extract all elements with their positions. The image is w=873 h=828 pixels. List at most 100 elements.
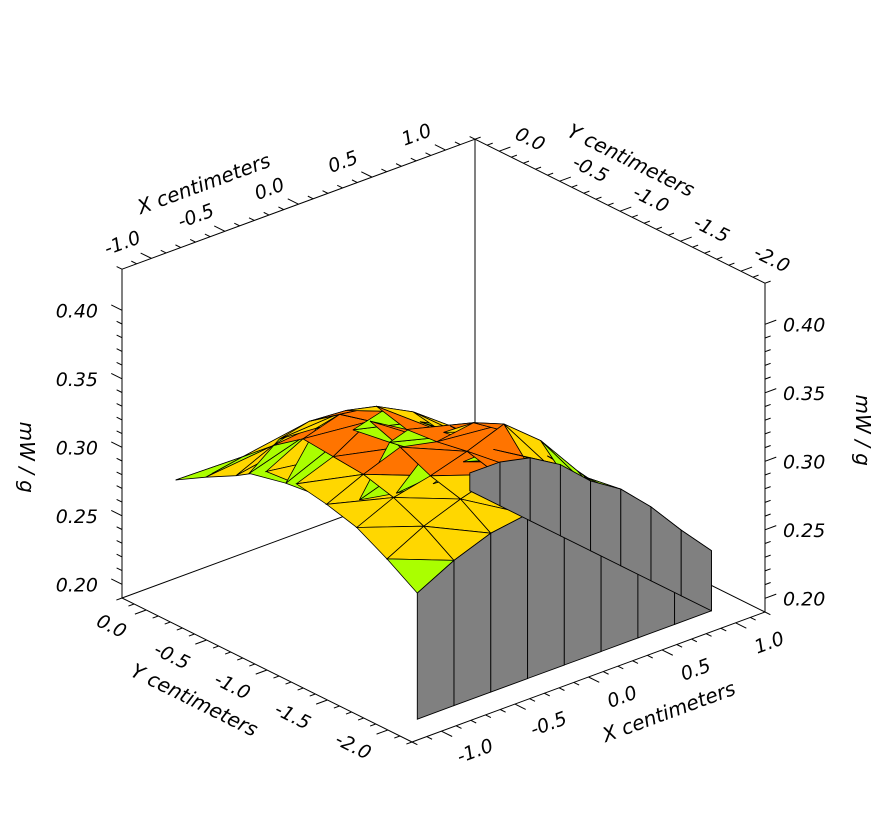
x-tick-top (454, 141, 461, 146)
y-tick-front (255, 669, 268, 675)
z-tick-label: 0.20 (783, 588, 825, 610)
x-tick-top (175, 244, 182, 248)
x-tick-label-top: 1.0 (399, 120, 435, 151)
y-tick-top (559, 176, 572, 182)
x-tick-label: -0.5 (528, 708, 570, 741)
z-tick-left (116, 334, 123, 339)
x-tick-top (434, 144, 446, 151)
z-tick-left (116, 526, 123, 530)
x-tick-top (469, 136, 476, 140)
y-tick-top (704, 250, 711, 254)
x-tick-front (411, 741, 418, 746)
x-tick-label-top: 0.5 (325, 147, 361, 178)
x-tick-front (661, 649, 674, 656)
x-tick-top (234, 222, 240, 227)
x-tick-top (116, 266, 123, 270)
x-tick-top (189, 239, 196, 243)
z-tick-left (116, 416, 123, 421)
z-tick-label: 0.40 (783, 314, 825, 336)
y-tick-front (315, 699, 328, 705)
z-tick-label: 0.20 (56, 574, 98, 596)
y-tick-front (273, 675, 280, 679)
z-tick-right (764, 582, 771, 586)
x-tick-top (131, 260, 137, 265)
z-tick-label: 0.30 (783, 451, 825, 473)
z-tick-left (116, 403, 123, 407)
z-tick-label: 0.35 (783, 383, 825, 405)
surface-side-panel (590, 480, 622, 567)
x-tick-top (307, 195, 314, 200)
z-tick-right (764, 513, 771, 517)
x-tick-front (632, 660, 639, 664)
y-tick-front (176, 627, 183, 631)
y-tick-front (128, 603, 135, 607)
y-tick-top (752, 274, 759, 278)
x-tick-top (322, 190, 329, 194)
surface-side-panel (620, 488, 652, 582)
x-tick-front (426, 736, 433, 740)
y-tick-top (571, 184, 578, 188)
z-tick-left (116, 457, 123, 462)
y-tick-front (309, 693, 316, 697)
y-tick-top (643, 220, 650, 224)
y-tick-top (474, 136, 481, 140)
y-tick-front (285, 681, 292, 685)
x-tick-front (735, 622, 747, 629)
surface-side-panel (490, 513, 529, 693)
y-tick-front (134, 609, 147, 615)
x-tick-label-top: -1.0 (101, 227, 143, 260)
y-tick-top (535, 166, 542, 170)
axis-ticks (111, 136, 777, 746)
x-tick-front (558, 687, 565, 691)
y-tick-label: 0.0 (93, 610, 130, 643)
x-tick-front (573, 681, 580, 686)
y-tick-front (369, 723, 376, 727)
y-tick-label-top: -1.5 (690, 211, 733, 247)
surface-mesh (175, 405, 712, 720)
z-tick-right (764, 499, 771, 503)
z-tick-right (764, 568, 771, 572)
y-tick-front (249, 663, 256, 667)
y-tick-top (668, 232, 675, 236)
z-tick-right (764, 593, 777, 599)
y-tick-top (595, 196, 602, 200)
y-tick-front (116, 597, 123, 601)
x-tick-top (160, 249, 167, 254)
x-tick-top (337, 184, 343, 189)
x-tick-front (602, 671, 609, 675)
z-tick-left (111, 578, 123, 585)
x-tick-top (248, 217, 255, 221)
z-tick-left (116, 498, 123, 503)
y-tick-label: -2.0 (331, 728, 374, 764)
z-tick-right (764, 319, 777, 325)
z-tick-left (116, 567, 123, 572)
y-tick-front (212, 645, 219, 649)
x-tick-label: 0.5 (678, 655, 714, 686)
z-axis-title-left: mW / g (15, 422, 39, 493)
z-tick-right (764, 388, 777, 394)
y-tick-front (224, 651, 231, 655)
x-tick-front (455, 725, 462, 729)
z-tick-left (111, 510, 123, 517)
x-tick-top (287, 198, 299, 205)
surface-side-panel (527, 513, 565, 680)
y-tick-label-top: 0.0 (512, 123, 549, 156)
z-tick-label: 0.25 (56, 506, 98, 528)
y-tick-front (164, 621, 171, 625)
z-tick-left (116, 430, 123, 435)
y-tick-top (498, 146, 511, 152)
z-tick-left (111, 373, 123, 380)
y-tick-front (345, 711, 352, 715)
y-tick-front (394, 735, 401, 739)
y-tick-top (680, 236, 692, 242)
z-tick-left (116, 553, 123, 558)
z-tick-left (116, 320, 123, 325)
y-tick-top (607, 202, 614, 206)
y-tick-top (619, 206, 632, 212)
z-tick-left (116, 540, 123, 544)
z-tick-right (764, 376, 771, 380)
y-tick-front (297, 687, 304, 691)
y-tick-front (406, 741, 413, 745)
surface-side-panel (680, 529, 712, 612)
z-tick-left (116, 348, 123, 352)
